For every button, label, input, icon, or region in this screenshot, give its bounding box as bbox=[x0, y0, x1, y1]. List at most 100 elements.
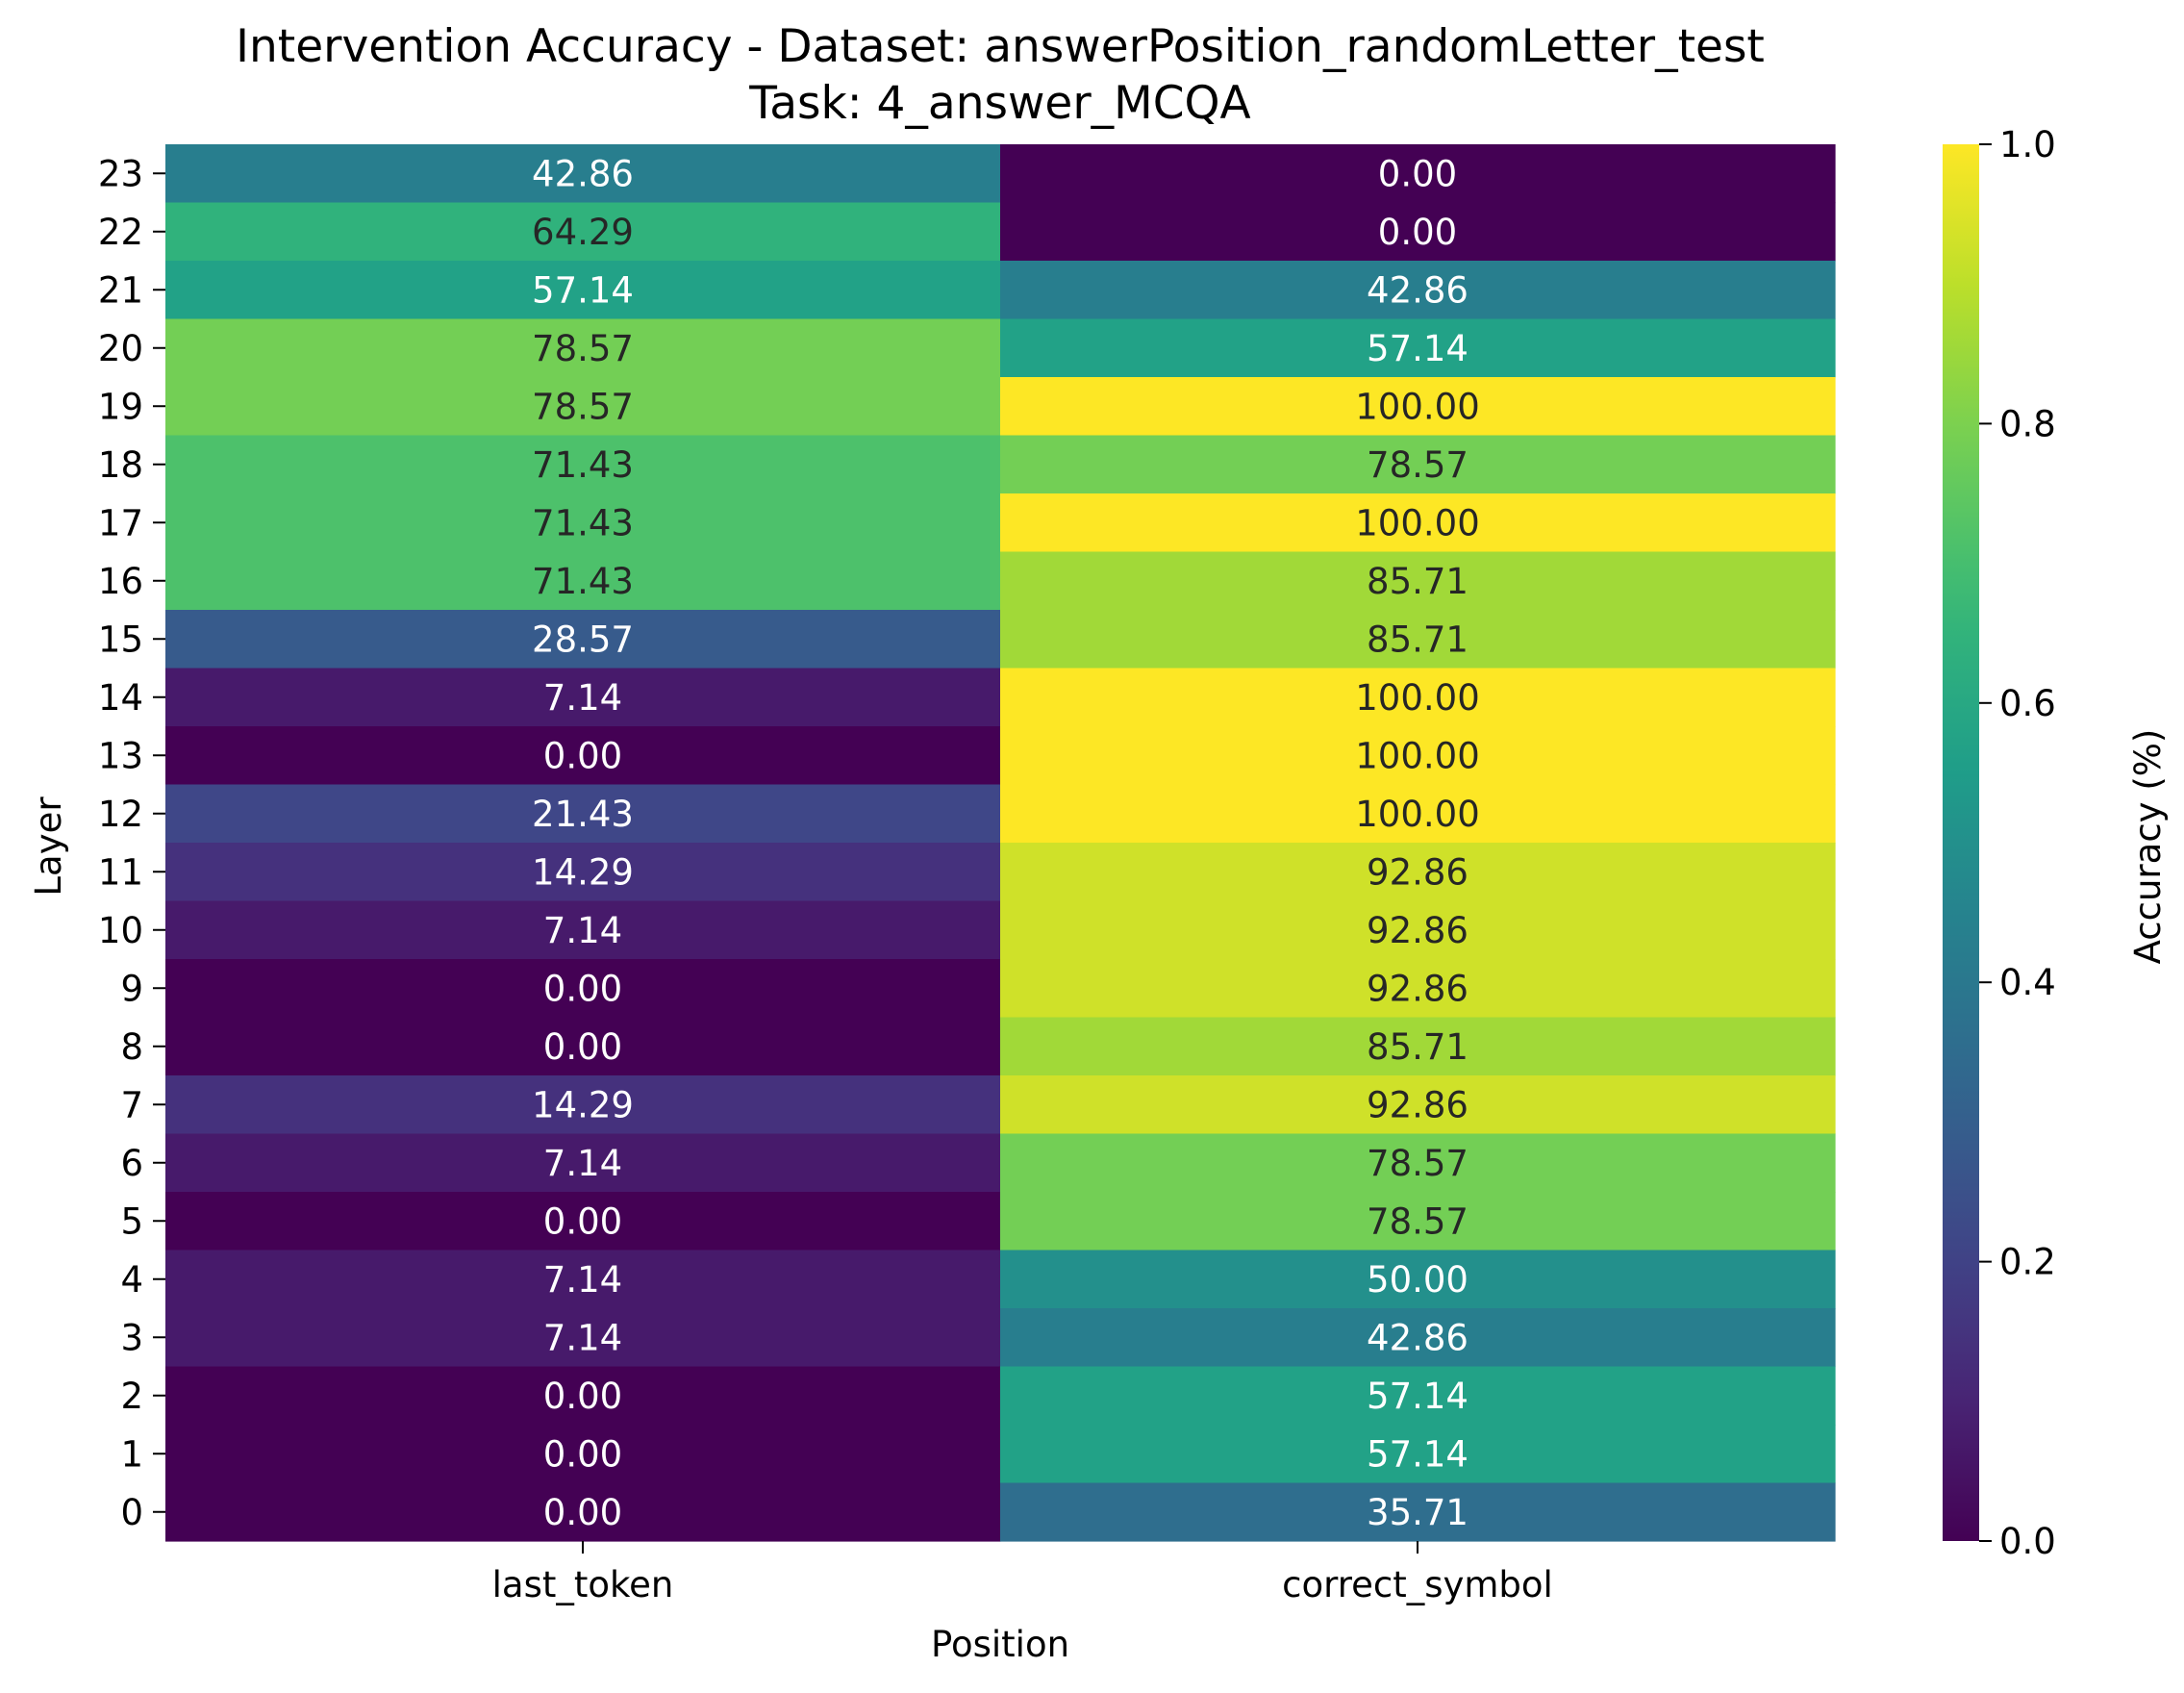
y-tick-label: 23 bbox=[98, 153, 143, 194]
cell-value-label: 0.00 bbox=[1378, 212, 1457, 253]
y-tick-label: 20 bbox=[98, 328, 143, 369]
heatmap-cell bbox=[1000, 318, 1836, 378]
cell-value-label: 71.43 bbox=[532, 502, 634, 543]
cell-value-label: 7.14 bbox=[543, 677, 622, 719]
heatmap-cell bbox=[1000, 377, 1836, 437]
y-tick-label: 4 bbox=[120, 1259, 143, 1301]
heatmap-cell bbox=[165, 668, 1001, 727]
colorbar-tick-label: 1.0 bbox=[1999, 124, 2056, 165]
heatmap-cell bbox=[1000, 1250, 1836, 1309]
heatmap-cells: 42.86 0.00 64.29 0.00 57.14 42.86 78.57 57.14 78… bbox=[165, 144, 1836, 1542]
y-tick-label: 12 bbox=[98, 794, 143, 835]
heatmap-cell bbox=[165, 261, 1001, 320]
y-tick-label: 22 bbox=[98, 212, 143, 253]
cell-value-label: 100.00 bbox=[1355, 794, 1479, 835]
heatmap-cell bbox=[165, 610, 1001, 670]
colorbar-tick-label: 0.4 bbox=[1999, 962, 2056, 1003]
heatmap-cell bbox=[165, 1482, 1001, 1542]
cell-value-label: 85.71 bbox=[1367, 619, 1469, 660]
cell-value-label: 50.00 bbox=[1367, 1259, 1469, 1301]
colorbar: 0.0 0.2 0.4 0.6 0.8 1.0 bbox=[1943, 124, 2056, 1562]
y-tick-label: 19 bbox=[98, 386, 143, 427]
heatmap-cell bbox=[1000, 900, 1836, 960]
cell-value-label: 100.00 bbox=[1355, 735, 1479, 776]
heatmap-cell bbox=[1000, 1425, 1836, 1484]
cell-value-label: 92.86 bbox=[1367, 910, 1469, 951]
y-tick-label: 6 bbox=[120, 1143, 143, 1184]
heatmap-cell bbox=[165, 377, 1001, 437]
cell-value-label: 42.86 bbox=[532, 153, 634, 194]
cell-value-label: 42.86 bbox=[1367, 269, 1469, 311]
colorbar-tick-label: 0.0 bbox=[1999, 1521, 2056, 1562]
y-tick-label: 18 bbox=[98, 444, 143, 486]
cell-value-label: 7.14 bbox=[543, 1143, 622, 1184]
y-tick-label: 21 bbox=[98, 269, 143, 311]
cell-value-label: 71.43 bbox=[532, 444, 634, 486]
cell-value-label: 57.14 bbox=[532, 269, 634, 311]
y-tick-label: 0 bbox=[120, 1492, 143, 1533]
cell-value-label: 21.43 bbox=[532, 794, 634, 835]
heatmap-cell bbox=[165, 318, 1001, 378]
heatmap-cell bbox=[1000, 959, 1836, 1019]
heatmap-cell bbox=[165, 1017, 1001, 1076]
chart-subtitle: Task: 4_answer_MCQA bbox=[748, 77, 1250, 130]
cell-value-label: 85.71 bbox=[1367, 1026, 1469, 1068]
cell-value-label: 14.29 bbox=[532, 1084, 634, 1125]
y-tick-label: 2 bbox=[120, 1376, 143, 1417]
heatmap-cell bbox=[165, 435, 1001, 494]
heatmap-cell bbox=[165, 1192, 1001, 1251]
cell-value-label: 0.00 bbox=[543, 1200, 622, 1242]
y-tick-label: 8 bbox=[120, 1026, 143, 1068]
cell-value-label: 0.00 bbox=[543, 1433, 622, 1475]
heatmap-cell bbox=[1000, 726, 1836, 786]
heatmap-cell bbox=[1000, 843, 1836, 902]
colorbar-tick-label: 0.6 bbox=[1999, 683, 2056, 724]
heatmap-cell bbox=[1000, 202, 1836, 262]
cell-value-label: 0.00 bbox=[1378, 153, 1457, 194]
heatmap-cell bbox=[165, 726, 1001, 786]
heatmap-cell bbox=[1000, 551, 1836, 611]
y-tick-label: 13 bbox=[98, 735, 143, 776]
heatmap-cell bbox=[1000, 668, 1836, 727]
heatmap-cell bbox=[165, 843, 1001, 902]
heatmap-cell bbox=[1000, 144, 1836, 204]
heatmap-cell bbox=[165, 1075, 1001, 1135]
cell-value-label: 78.57 bbox=[1367, 1143, 1469, 1184]
heatmap-cell bbox=[1000, 435, 1836, 494]
heatmap-cell bbox=[1000, 610, 1836, 670]
cell-value-label: 28.57 bbox=[532, 619, 634, 660]
cell-value-label: 57.14 bbox=[1367, 1433, 1469, 1475]
cell-value-label: 57.14 bbox=[1367, 328, 1469, 369]
cell-value-label: 78.57 bbox=[532, 328, 634, 369]
heatmap-cell bbox=[165, 959, 1001, 1019]
cell-value-label: 64.29 bbox=[532, 212, 634, 253]
y-tick-label: 10 bbox=[98, 910, 143, 951]
y-tick-label: 17 bbox=[98, 502, 143, 543]
x-axis: last_token correct_symbol bbox=[492, 1541, 1553, 1605]
heatmap-cell bbox=[1000, 1192, 1836, 1251]
heatmap-cell bbox=[1000, 1482, 1836, 1542]
heatmap-cell bbox=[1000, 784, 1836, 844]
y-tick-label: 7 bbox=[120, 1084, 143, 1125]
heatmap-cell bbox=[165, 1425, 1001, 1484]
cell-value-label: 7.14 bbox=[543, 910, 622, 951]
cell-value-label: 71.43 bbox=[532, 561, 634, 602]
heatmap-cell bbox=[1000, 1366, 1836, 1426]
cell-value-label: 0.00 bbox=[543, 1376, 622, 1417]
heatmap-cell bbox=[165, 1308, 1001, 1368]
heatmap-cell bbox=[1000, 1017, 1836, 1076]
heatmap-cell bbox=[165, 1133, 1001, 1193]
heatmap-cell bbox=[165, 202, 1001, 262]
y-tick-label: 9 bbox=[120, 968, 143, 1009]
chart-title: Intervention Accuracy - Dataset: answerP… bbox=[236, 20, 1765, 73]
y-tick-label: 14 bbox=[98, 677, 143, 719]
cell-value-label: 7.14 bbox=[543, 1317, 622, 1358]
heatmap-cell bbox=[1000, 493, 1836, 553]
cell-value-label: 0.00 bbox=[543, 1492, 622, 1533]
cell-value-label: 92.86 bbox=[1367, 1084, 1469, 1125]
cell-value-label: 0.00 bbox=[543, 968, 622, 1009]
heatmap-cell bbox=[165, 144, 1001, 204]
cell-value-label: 78.57 bbox=[1367, 444, 1469, 486]
